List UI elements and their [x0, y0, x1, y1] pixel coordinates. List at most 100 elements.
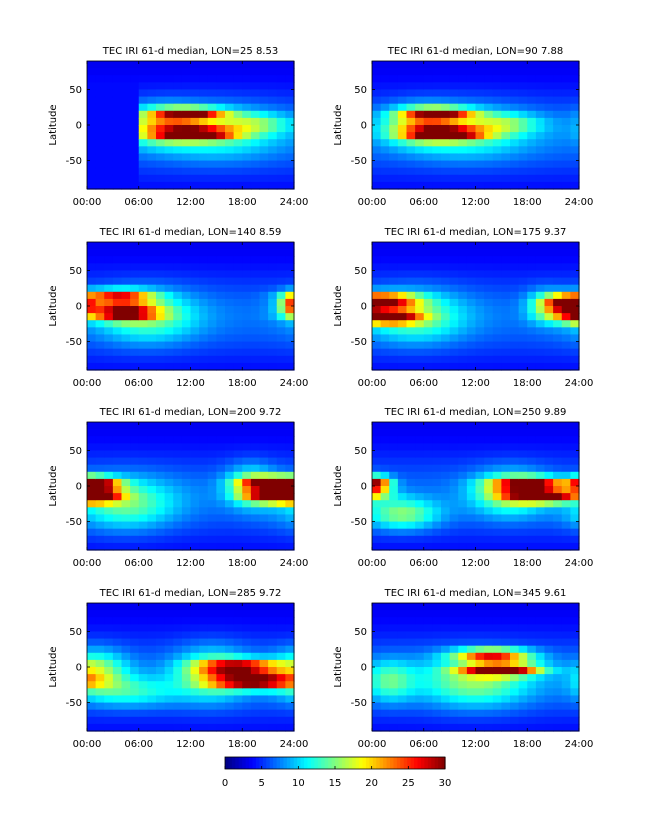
- heatmap-cell: [553, 681, 563, 689]
- heatmap-cell: [268, 327, 278, 336]
- heatmap-cell: [207, 709, 217, 718]
- heatmap-cell: [458, 174, 468, 183]
- heatmap-cell: [432, 82, 442, 91]
- heatmap-cell: [535, 521, 546, 530]
- heatmap-cell: [87, 298, 97, 307]
- heatmap-cell: [527, 263, 537, 272]
- heatmap-cell: [242, 277, 252, 286]
- heatmap-cell: [250, 478, 261, 487]
- heatmap-cell: [199, 355, 209, 364]
- heatmap-cell: [242, 486, 252, 494]
- heatmap-cell: [510, 132, 520, 140]
- heatmap-cell: [501, 341, 511, 350]
- heatmap-cell: [250, 256, 261, 264]
- heatmap-cell: [268, 645, 278, 654]
- colorbar-tick-label: 5: [258, 778, 264, 789]
- heatmap-cell: [250, 617, 261, 625]
- heatmap-cell: [130, 341, 140, 350]
- heatmap-cell: [510, 355, 520, 364]
- heatmap-cell: [458, 486, 468, 494]
- heatmap-cell: [570, 82, 580, 91]
- heatmap-cell: [475, 702, 485, 711]
- heatmap-cell: [138, 103, 148, 112]
- heatmap-cell: [535, 535, 546, 544]
- heatmap-cell: [423, 291, 433, 300]
- heatmap-cell: [173, 471, 183, 480]
- heatmap-cell: [207, 450, 217, 459]
- heatmap-cell: [510, 667, 520, 675]
- heatmap-cell: [285, 320, 295, 328]
- heatmap-cell: [285, 181, 295, 190]
- heatmap-cell: [535, 681, 546, 689]
- heatmap-cell: [527, 153, 537, 162]
- heatmap-cell: [535, 249, 546, 257]
- heatmap-cell: [87, 493, 97, 501]
- heatmap-cell: [432, 688, 442, 697]
- heatmap-cell: [553, 89, 563, 98]
- heatmap-cell: [458, 528, 468, 537]
- heatmap-cell: [104, 263, 114, 272]
- heatmap-cell: [268, 242, 278, 250]
- heatmap-cell: [432, 160, 442, 169]
- heatmap-cell: [156, 493, 166, 501]
- heatmap-cell: [156, 471, 166, 480]
- heatmap-cell: [389, 132, 399, 140]
- heatmap-cell: [415, 659, 425, 668]
- heatmap-cell: [242, 688, 252, 697]
- heatmap-cell: [466, 478, 477, 487]
- heatmap-cell: [518, 716, 528, 725]
- heatmap-cell: [207, 320, 217, 328]
- heatmap-cell: [380, 139, 390, 147]
- heatmap-cell: [225, 320, 235, 328]
- heatmap-cell: [423, 638, 433, 647]
- heatmap-cell: [449, 146, 459, 155]
- heatmap-cell: [285, 284, 295, 293]
- heatmap-cell: [397, 436, 408, 444]
- heatmap-cell: [87, 249, 97, 257]
- heatmap-cell: [484, 313, 494, 321]
- heatmap-cell: [250, 270, 261, 279]
- heatmap-cell: [173, 256, 183, 264]
- heatmap-cell: [87, 638, 97, 647]
- heatmap-cell: [104, 450, 114, 459]
- heatmap-cell: [233, 256, 243, 264]
- heatmap-cell: [553, 320, 563, 328]
- heatmap-cell: [147, 277, 157, 286]
- heatmap-cell: [207, 242, 217, 250]
- heatmap-cell: [527, 659, 537, 668]
- heatmap-cell: [173, 638, 183, 647]
- heatmap-cell: [527, 667, 537, 675]
- colorbar-segment: [417, 757, 422, 769]
- heatmap-cell: [441, 132, 451, 140]
- heatmap-cell: [475, 514, 485, 523]
- heatmap-cell: [544, 507, 554, 516]
- heatmap-cell: [570, 117, 580, 126]
- heatmap-cell: [199, 471, 209, 480]
- heatmap-cell: [87, 277, 97, 286]
- heatmap-cell: [458, 291, 468, 300]
- heatmap-cell: [268, 110, 278, 119]
- heatmap-cell: [181, 478, 192, 487]
- heatmap-cell: [147, 493, 157, 501]
- heatmap-cell: [372, 75, 382, 83]
- heatmap-cell: [389, 181, 399, 190]
- heatmap-cell: [181, 362, 192, 371]
- heatmap-cell: [104, 110, 114, 119]
- heatmap-cell: [164, 160, 174, 169]
- heatmap-cell: [190, 521, 200, 530]
- heatmap-cell: [190, 631, 200, 640]
- heatmap-cell: [553, 645, 563, 654]
- heatmap-cell: [87, 103, 97, 112]
- heatmap-cell: [492, 617, 502, 625]
- heatmap-cell: [216, 334, 226, 343]
- heatmap-cell: [501, 695, 511, 704]
- heatmap-cell: [112, 284, 123, 293]
- heatmap-cell: [225, 535, 235, 544]
- heatmap-cell: [199, 298, 209, 307]
- heatmap-cell: [466, 486, 477, 494]
- heatmap-cell: [510, 291, 520, 300]
- heatmap-cell: [147, 82, 157, 91]
- heatmap-cell: [406, 617, 416, 625]
- heatmap-cell: [104, 652, 114, 661]
- heatmap-cell: [190, 284, 200, 293]
